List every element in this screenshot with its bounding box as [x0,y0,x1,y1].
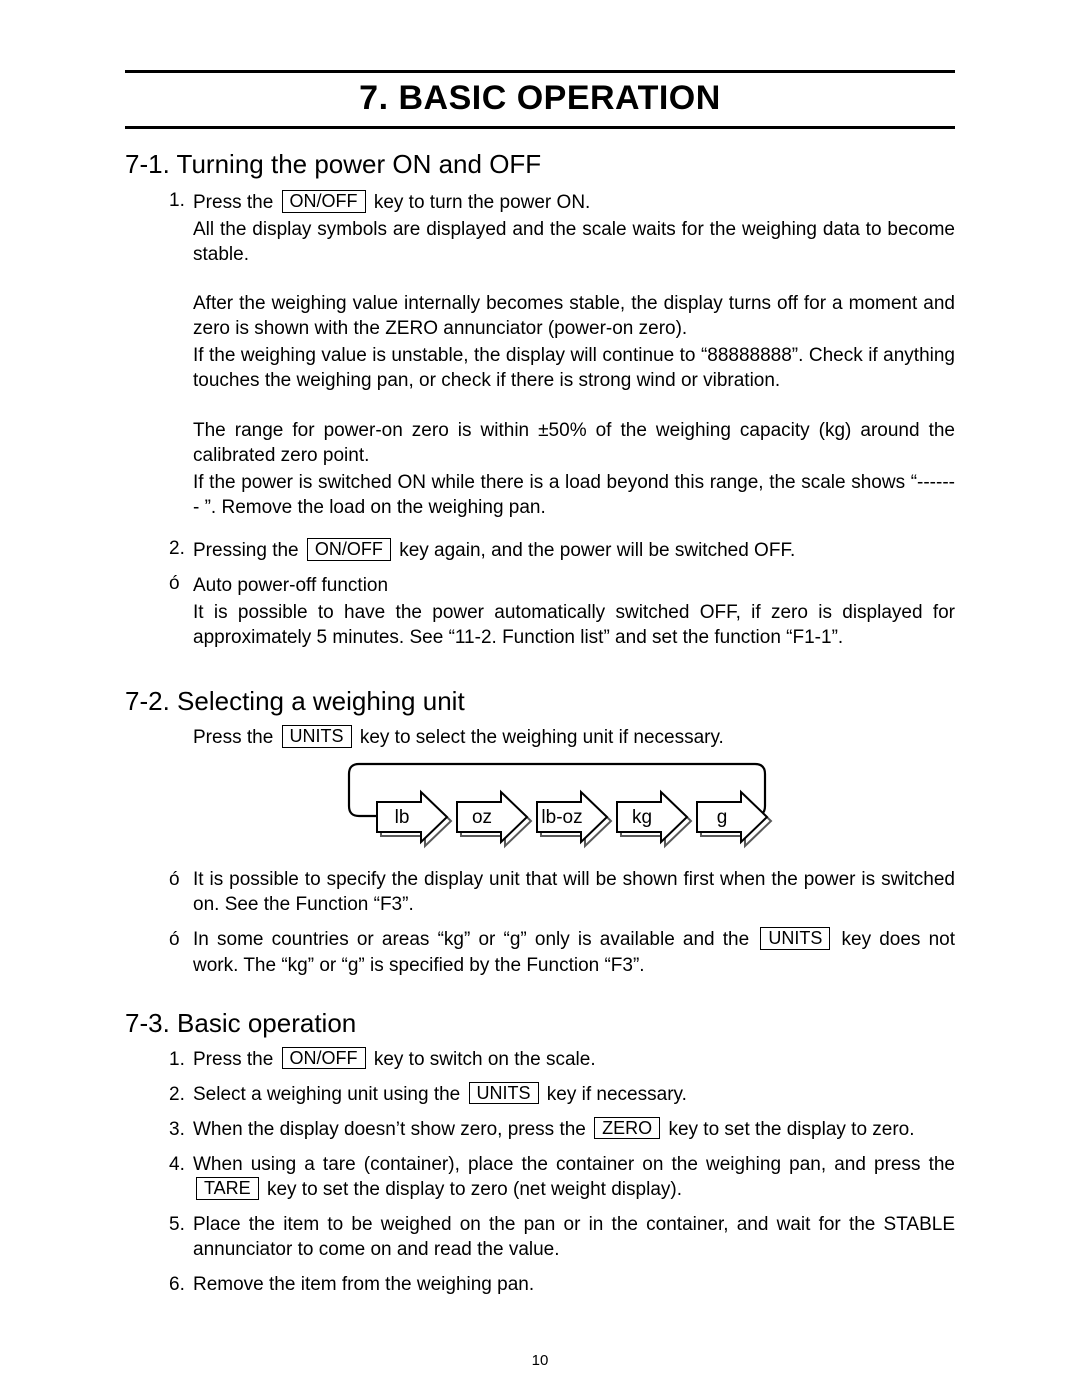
text: When the display doesn’t show zero, pres… [193,1119,591,1140]
sec71-bullet-auto-off: ó Auto power-off function It is possible… [169,571,955,652]
tare-key: TARE [196,1177,259,1200]
unit-label: kg [632,807,652,828]
list-number: 2. [169,1082,193,1107]
text: key to switch on the scale. [374,1049,596,1070]
sec73-item-1: 1. Press the ON/OFF key to switch on the… [169,1047,955,1072]
sec73-item-6: 6. Remove the item from the weighing pan… [169,1272,955,1297]
unit-label: lb-oz [541,807,582,828]
section-7-2-body: Press the UNITS key to select the weighi… [169,725,955,977]
unit-label: lb [395,807,410,828]
units-key: UNITS [282,725,352,748]
list-number: 1. [169,1047,193,1072]
bullet-icon: ó [169,571,193,652]
section-7-3-heading: 7-3. Basic operation [125,1008,955,1039]
text: key if necessary. [547,1084,687,1105]
onoff-key: ON/OFF [282,190,366,213]
text: It is possible to specify the display un… [193,867,955,917]
page-number: 10 [0,1352,1080,1369]
text: Press the [193,727,279,748]
bullet-icon: ó [169,927,193,977]
text: It is possible to have the power automat… [193,600,955,650]
sec73-item-5: 5. Place the item to be weighed on the p… [169,1212,955,1262]
text: Pressing the [193,540,304,561]
list-number: 1. [169,188,193,522]
text: Press the [193,192,279,213]
text: After the weighing value internally beco… [193,291,955,341]
onoff-key: ON/OFF [307,538,391,561]
section-7-3-body: 1. Press the ON/OFF key to switch on the… [169,1047,955,1298]
section-7-1-body: 1. Press the ON/OFF key to turn the powe… [169,188,955,652]
section-7-1-heading: 7-1. Turning the power ON and OFF [125,149,955,180]
units-key: UNITS [469,1082,539,1105]
text: If the weighing value is unstable, the d… [193,343,955,393]
sec73-item-2: 2. Select a weighing unit using the UNIT… [169,1082,955,1107]
text: All the display symbols are displayed an… [193,217,955,267]
text: Select a weighing unit using the [193,1084,466,1105]
text: When using a tare (container), place the… [193,1154,955,1175]
text: Press the [193,1049,279,1070]
sec73-item-3: 3. When the display doesn’t show zero, p… [169,1117,955,1142]
zero-key: ZERO [594,1117,660,1140]
units-key: UNITS [760,927,830,950]
text: key again, and the power will be switche… [399,540,795,561]
text: key to set the display to zero (net weig… [267,1179,682,1200]
text: Remove the item from the weighing pan. [193,1272,955,1297]
unit-cycle-diagram: lb oz lb-oz kg g [169,758,955,861]
onoff-key: ON/OFF [282,1047,366,1070]
list-number: 5. [169,1212,193,1262]
text: In some countries or areas “kg” or “g” o… [193,929,757,950]
sec71-item-1: 1. Press the ON/OFF key to turn the powe… [169,188,955,522]
unit-label: oz [472,807,492,828]
sec71-item-2: 2. Pressing the ON/OFF key again, and th… [169,536,955,565]
text: key to set the display to zero. [668,1119,914,1140]
sec72-bullet-2: ó In some countries or areas “kg” or “g”… [169,927,955,977]
list-number: 4. [169,1152,193,1202]
text: If the power is switched ON while there … [193,470,955,520]
list-number: 6. [169,1272,193,1297]
sec73-item-4: 4. When using a tare (container), place … [169,1152,955,1202]
manual-page: 7. BASIC OPERATION 7-1. Turning the powe… [0,0,1080,1397]
list-number: 2. [169,536,193,565]
bullet-icon: ó [169,867,193,917]
sec72-bullet-1: ó It is possible to specify the display … [169,867,955,917]
list-number: 3. [169,1117,193,1142]
text: Auto power-off function [193,573,955,598]
unit-label: g [717,807,728,828]
text: key to turn the power ON. [374,192,591,213]
text: key to select the weighing unit if neces… [360,727,724,748]
section-7-2-heading: 7-2. Selecting a weighing unit [125,686,955,717]
chapter-title: 7. BASIC OPERATION [125,70,955,129]
text: The range for power-on zero is within ±5… [193,418,955,468]
text: Place the item to be weighed on the pan … [193,1212,955,1262]
